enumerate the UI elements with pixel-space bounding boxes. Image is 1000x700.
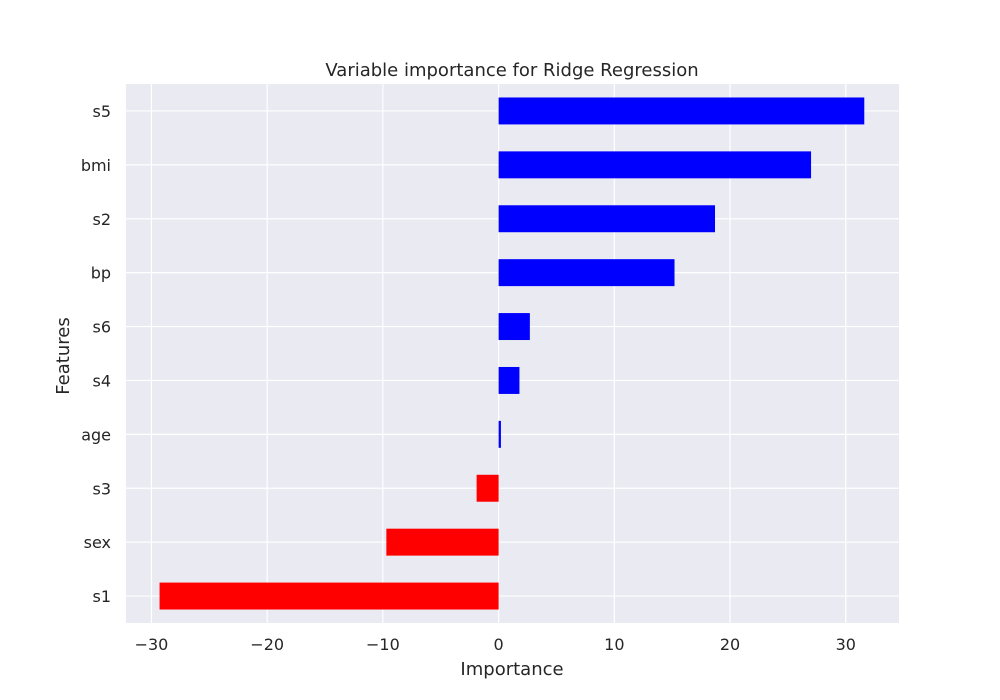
y-tick-label: bmi xyxy=(81,156,111,175)
y-tick-label: s1 xyxy=(92,587,111,606)
bar-bmi xyxy=(498,151,812,179)
bar-s6 xyxy=(498,313,530,341)
bar-s1 xyxy=(159,582,499,610)
x-tick-label: 10 xyxy=(604,635,624,654)
x-axis-label: Importance xyxy=(460,659,563,680)
bar-sex xyxy=(386,528,499,556)
y-tick-label: age xyxy=(81,425,111,444)
x-tick-label: 30 xyxy=(836,635,856,654)
bar-age xyxy=(498,420,501,448)
y-tick-label: sex xyxy=(84,533,111,552)
x-tick-label: 20 xyxy=(720,635,740,654)
x-tick-label: −30 xyxy=(135,635,169,654)
bars xyxy=(159,97,865,610)
y-tick-labels: s5 bmi s2 bp s6 s4 age s3 sex s1 xyxy=(81,102,111,606)
y-tick-label: s3 xyxy=(92,479,111,498)
bar-bp xyxy=(498,259,675,287)
y-tick-label: s5 xyxy=(92,102,111,121)
y-tick-label: bp xyxy=(91,264,111,283)
y-tick-label: s2 xyxy=(92,210,111,229)
bar-s3 xyxy=(476,474,499,502)
y-tick-label: s6 xyxy=(92,318,111,337)
x-tick-label: 0 xyxy=(494,635,504,654)
x-tick-label: −20 xyxy=(250,635,284,654)
x-tick-labels: −30 −20 −10 0 10 20 30 xyxy=(135,635,856,654)
bar-s5 xyxy=(498,97,865,125)
y-tick-label: s4 xyxy=(92,371,111,390)
bar-s2 xyxy=(498,205,716,233)
x-tick-label: −10 xyxy=(366,635,400,654)
y-axis-label: Features xyxy=(53,317,74,394)
chart-title: Variable importance for Ridge Regression xyxy=(325,60,698,81)
bar-s4 xyxy=(498,366,520,394)
